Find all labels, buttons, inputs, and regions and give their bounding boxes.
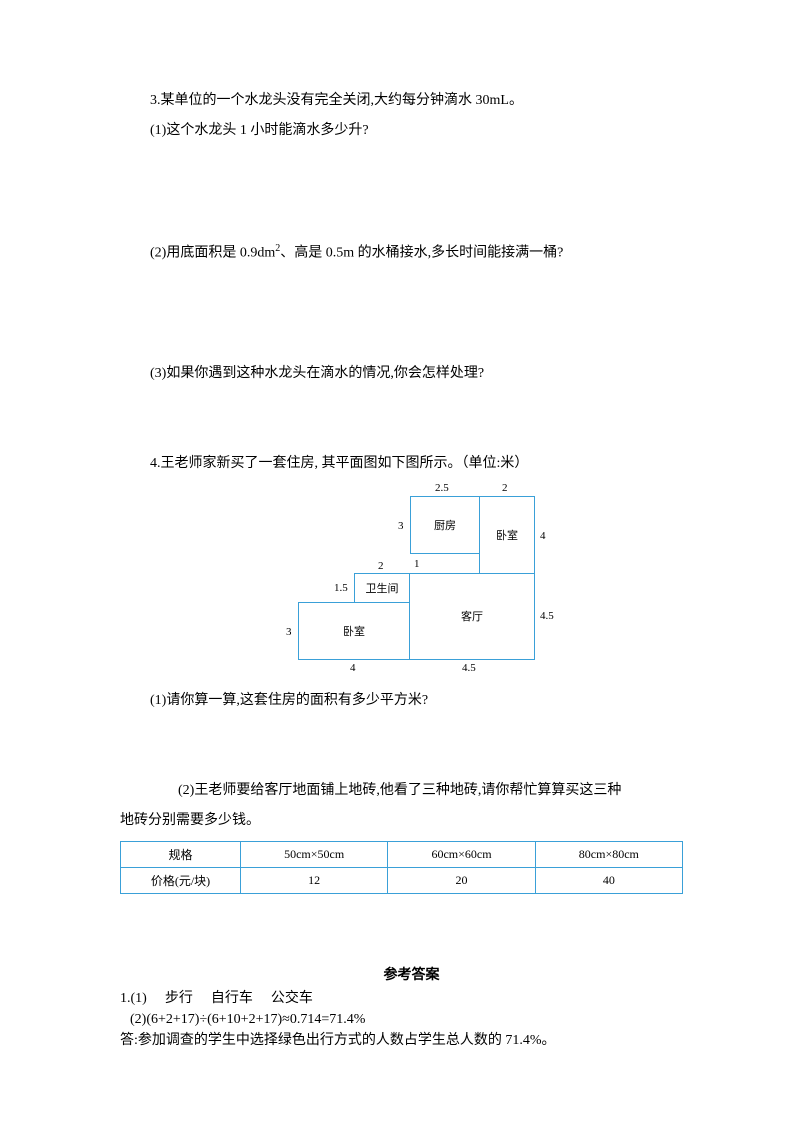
room-bathroom: 卫生间: [354, 573, 410, 603]
answer-1-1: 1.(1) 步行 自行车 公交车: [120, 988, 673, 1009]
dim-right-45: 4.5: [540, 610, 554, 622]
tile-spec-1: 60cm×60cm: [388, 841, 535, 867]
room-living: 客厅: [409, 573, 535, 660]
q3-part2: (2)用底面积是 0.9dm2、高是 0.5m 的水桶接水,多长时间能接满一桶?: [150, 241, 673, 265]
tile-price-2: 40: [535, 867, 682, 893]
q3-part3: (3)如果你遇到这种水龙头在滴水的情况,你会怎样处理?: [150, 363, 673, 385]
answer-1-2: (2)(6+2+17)÷(6+10+2+17)≈0.714=71.4%: [120, 1009, 673, 1030]
ans-1-1-item0: 步行: [165, 991, 193, 1006]
tile-table: 规格 50cm×50cm 60cm×60cm 80cm×80cm 价格(元/块)…: [120, 841, 683, 894]
dim-top-25: 2.5: [435, 482, 449, 494]
table-row: 价格(元/块) 12 20 40: [121, 867, 683, 893]
ans-1-1-label: 1.(1): [120, 991, 147, 1006]
q4-part1: (1)请你算一算,这套住房的面积有多少平方米?: [150, 690, 673, 712]
q4-stem: 4.王老师家新买了一套住房, 其平面图如下图所示。（单位:米）: [150, 453, 673, 475]
room-bedroom-right: 卧室: [479, 496, 535, 574]
dim-bedl-left-3: 3: [286, 626, 292, 638]
th-price: 价格(元/块): [121, 867, 241, 893]
tile-price-1: 20: [388, 867, 535, 893]
dim-right-4: 4: [540, 530, 546, 542]
tile-spec-0: 50cm×50cm: [241, 841, 388, 867]
dim-kitchen-left-3: 3: [398, 520, 404, 532]
answers-title: 参考答案: [150, 964, 673, 984]
table-row: 规格 50cm×50cm 60cm×60cm 80cm×80cm: [121, 841, 683, 867]
q3-part1: (1)这个水龙头 1 小时能滴水多少升?: [150, 120, 673, 142]
dim-bot-45: 4.5: [462, 662, 476, 674]
ans-1-1-item1: 自行车: [211, 991, 253, 1006]
dim-top-2: 2: [502, 482, 508, 494]
q4-part2a: (2)王老师要给客厅地面铺上地砖,他看了三种地砖,请你帮忙算算买这三种: [150, 780, 673, 802]
q4-part2b: 地砖分别需要多少钱。: [120, 810, 673, 832]
tile-price-0: 12: [241, 867, 388, 893]
answer-1-final: 答:参加调查的学生中选择绿色出行方式的人数占学生总人数的 71.4%。: [120, 1030, 673, 1051]
room-bedroom-left: 卧室: [298, 602, 410, 660]
room-kitchen: 厨房: [410, 496, 480, 554]
q3-p2-a: (2)用底面积是 0.9dm: [150, 245, 275, 260]
floorplan-diagram: 厨房 卧室 卫生间 卧室 客厅 2.5 2 4 3 2 1 1.5 3 4.5 …: [290, 484, 590, 684]
dim-bath-right-1: 1: [414, 558, 420, 570]
q3-p2-b: 、高是 0.5m 的水桶接水,多长时间能接满一桶?: [280, 245, 563, 260]
dim-bath-left-15: 1.5: [334, 582, 348, 594]
q3-stem: 3.某单位的一个水龙头没有完全关闭,大约每分钟滴水 30mL。: [150, 90, 673, 112]
ans-1-1-item2: 公交车: [271, 991, 313, 1006]
th-spec: 规格: [121, 841, 241, 867]
tile-spec-2: 80cm×80cm: [535, 841, 682, 867]
dim-bath-top-2: 2: [378, 560, 384, 572]
dim-bot-4: 4: [350, 662, 356, 674]
